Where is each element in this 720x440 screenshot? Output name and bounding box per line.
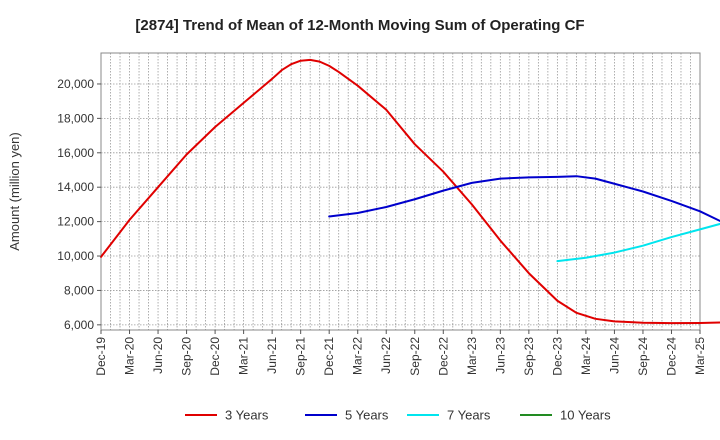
y-tick-label: 6,000 xyxy=(64,318,94,332)
x-tick-label: Jun-21 xyxy=(265,337,279,374)
x-tick-label: Mar-21 xyxy=(237,337,251,375)
x-tick-label: Mar-25 xyxy=(693,337,707,375)
legend-label-3-years: 3 Years xyxy=(225,408,269,423)
series-layer xyxy=(100,58,720,325)
x-tick-layer: Dec-19 Mar-20 Jun-20 Sep-20 Dec-20 Mar-21 Jun-… xyxy=(94,330,707,376)
x-tick-label: Mar-24 xyxy=(579,337,593,375)
x-tick-label: Dec-22 xyxy=(436,337,450,376)
y-tick-layer: 6,000 8,000 10,000 12,000 14,000 16,000 18,000… xyxy=(57,77,101,332)
x-tick-label: Jun-20 xyxy=(151,337,165,374)
series-line-7-years xyxy=(556,222,720,263)
y-tick-label: 18,000 xyxy=(57,111,94,125)
y-tick-label: 10,000 xyxy=(57,249,94,263)
y-tick-label: 20,000 xyxy=(57,77,94,91)
x-tick-label: Sep-21 xyxy=(294,337,308,376)
x-tick-label: Jun-24 xyxy=(607,337,621,374)
legend-label-10-years: 10 Years xyxy=(560,408,611,423)
series-line-3-years xyxy=(100,58,720,325)
grid-layer xyxy=(101,53,700,330)
x-tick-label: Jun-22 xyxy=(379,337,393,374)
x-tick-label: Dec-24 xyxy=(664,337,678,376)
x-tick-label: Dec-19 xyxy=(94,337,108,376)
x-tick-label: Mar-20 xyxy=(123,337,137,375)
x-tick-label: Sep-20 xyxy=(180,337,194,376)
y-axis-label: Amount (million yen) xyxy=(7,132,22,251)
y-tick-label: 12,000 xyxy=(57,215,94,229)
legend: 3 Years 5 Years 7 Years 10 Years xyxy=(185,408,611,423)
x-tick-label: Dec-20 xyxy=(208,337,222,376)
x-tick-label: Sep-24 xyxy=(636,337,650,376)
legend-label-7-years: 7 Years xyxy=(447,408,491,423)
x-tick-label: Mar-23 xyxy=(465,337,479,375)
x-tick-label: Mar-22 xyxy=(351,337,365,375)
chart-title: [2874] Trend of Mean of 12-Month Moving … xyxy=(135,17,584,34)
x-tick-label: Sep-22 xyxy=(408,337,422,376)
x-tick-label: Dec-21 xyxy=(322,337,336,376)
x-tick-label: Dec-23 xyxy=(550,337,564,376)
legend-label-5-years: 5 Years xyxy=(345,408,389,423)
plot-frame xyxy=(100,52,701,331)
x-tick-label: Jun-23 xyxy=(493,337,507,374)
y-tick-label: 14,000 xyxy=(57,180,94,194)
y-tick-label: 16,000 xyxy=(57,146,94,160)
y-tick-label: 8,000 xyxy=(64,283,94,297)
x-tick-label: Sep-23 xyxy=(522,337,536,376)
series-line-5-years xyxy=(328,175,720,223)
